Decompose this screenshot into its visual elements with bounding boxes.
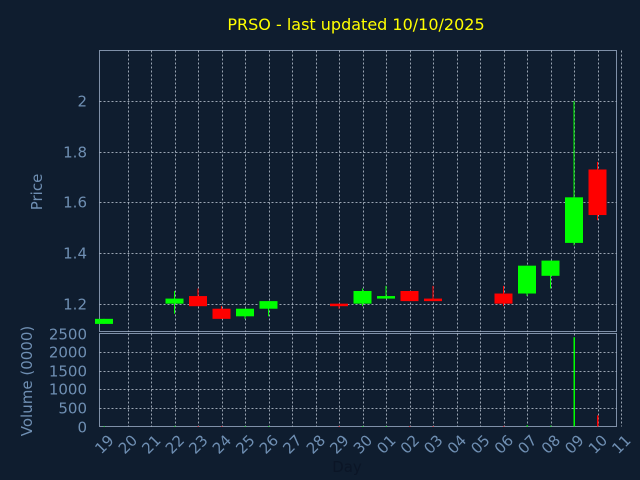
volume-bar — [573, 337, 575, 427]
volume-bar — [550, 425, 552, 427]
volume-axis-label: Volume (0000) — [18, 326, 36, 436]
day-tick-label: 23 — [185, 431, 211, 457]
day-tick-label: 02 — [397, 431, 423, 457]
day-tick-label: 29 — [326, 431, 352, 457]
candle-body — [518, 265, 536, 294]
volume-bar — [432, 426, 434, 427]
price-tick-label: 1.8 — [63, 144, 87, 162]
volume-tick-label: 2000 — [49, 344, 87, 362]
price-axis-label: Price — [28, 174, 46, 211]
day-tick-label: 20 — [115, 431, 141, 457]
day-tick-labels: 1920212223242526272829300102030405060708… — [91, 431, 634, 457]
volume-bar — [244, 426, 246, 427]
price-candles — [95, 101, 607, 324]
volume-tick-label: 0 — [77, 419, 87, 437]
price-tick-labels: 1.2 1.4 1.6 1.8 2 — [63, 93, 87, 314]
candle-body — [330, 303, 348, 307]
candle-body — [353, 290, 372, 304]
candle-body — [165, 298, 184, 304]
day-tick-label: 25 — [232, 431, 258, 457]
candle-body — [494, 293, 513, 304]
price-tick-label: 1.4 — [63, 245, 87, 263]
day-tick-label: 24 — [209, 431, 235, 457]
day-tick-label: 27 — [279, 431, 305, 457]
candle-body — [541, 260, 560, 276]
day-tick-label: 04 — [444, 431, 470, 457]
volume-gridlines — [99, 333, 622, 427]
candle-body — [259, 301, 278, 309]
volume-bar — [221, 426, 223, 427]
day-tick-label: 05 — [467, 431, 493, 457]
day-tick-label: 07 — [514, 431, 540, 457]
price-plot-area — [99, 50, 617, 332]
day-tick-label: 19 — [91, 431, 117, 457]
volume-tick-label: 1500 — [49, 363, 87, 381]
day-tick-label: 11 — [608, 431, 634, 457]
price-tick-label: 2 — [77, 93, 87, 111]
candle-body — [236, 308, 254, 317]
candle-body — [565, 197, 583, 243]
day-tick-label: 28 — [303, 431, 329, 457]
day-tick-label: 21 — [138, 431, 164, 457]
volume-bar — [597, 415, 599, 427]
volume-bar — [197, 426, 199, 427]
volume-tick-label: 2500 — [49, 326, 87, 344]
day-tick-label: 06 — [491, 431, 517, 457]
x-axis-label: Day — [332, 458, 362, 476]
day-tick-label: 09 — [561, 431, 587, 457]
candle-body — [212, 308, 231, 319]
volume-bar — [338, 426, 340, 427]
candle-body — [400, 290, 419, 302]
chart-title: PRSO - last updated 10/10/2025 — [227, 15, 484, 34]
candle-body — [95, 318, 113, 324]
volume-bar — [362, 426, 364, 427]
volume-tick-label: 1000 — [49, 381, 87, 399]
day-tick-label: 10 — [585, 431, 611, 457]
volume-bar — [385, 426, 387, 427]
day-tick-label: 30 — [350, 431, 376, 457]
price-tick-label: 1.2 — [63, 296, 87, 314]
volume-bar — [174, 425, 176, 427]
volume-plot-area — [99, 333, 617, 427]
volume-bar — [268, 426, 270, 427]
candle-body — [377, 296, 395, 299]
price-tick-label: 1.6 — [63, 194, 87, 212]
day-tick-label: 03 — [420, 431, 446, 457]
day-tick-label: 22 — [162, 431, 188, 457]
volume-bar — [103, 426, 105, 427]
day-tick-label: 26 — [256, 431, 282, 457]
volume-tick-label: 500 — [58, 400, 87, 418]
volume-bar — [526, 425, 528, 427]
candle-body — [424, 298, 442, 302]
day-tick-label: 01 — [373, 431, 399, 457]
volume-bar — [409, 426, 411, 427]
candle-body — [588, 169, 607, 216]
day-tick-label: 08 — [538, 431, 564, 457]
candle-body — [189, 296, 207, 307]
volume-bars — [103, 337, 599, 427]
price-gridlines — [99, 50, 622, 332]
volume-bar — [503, 425, 505, 427]
